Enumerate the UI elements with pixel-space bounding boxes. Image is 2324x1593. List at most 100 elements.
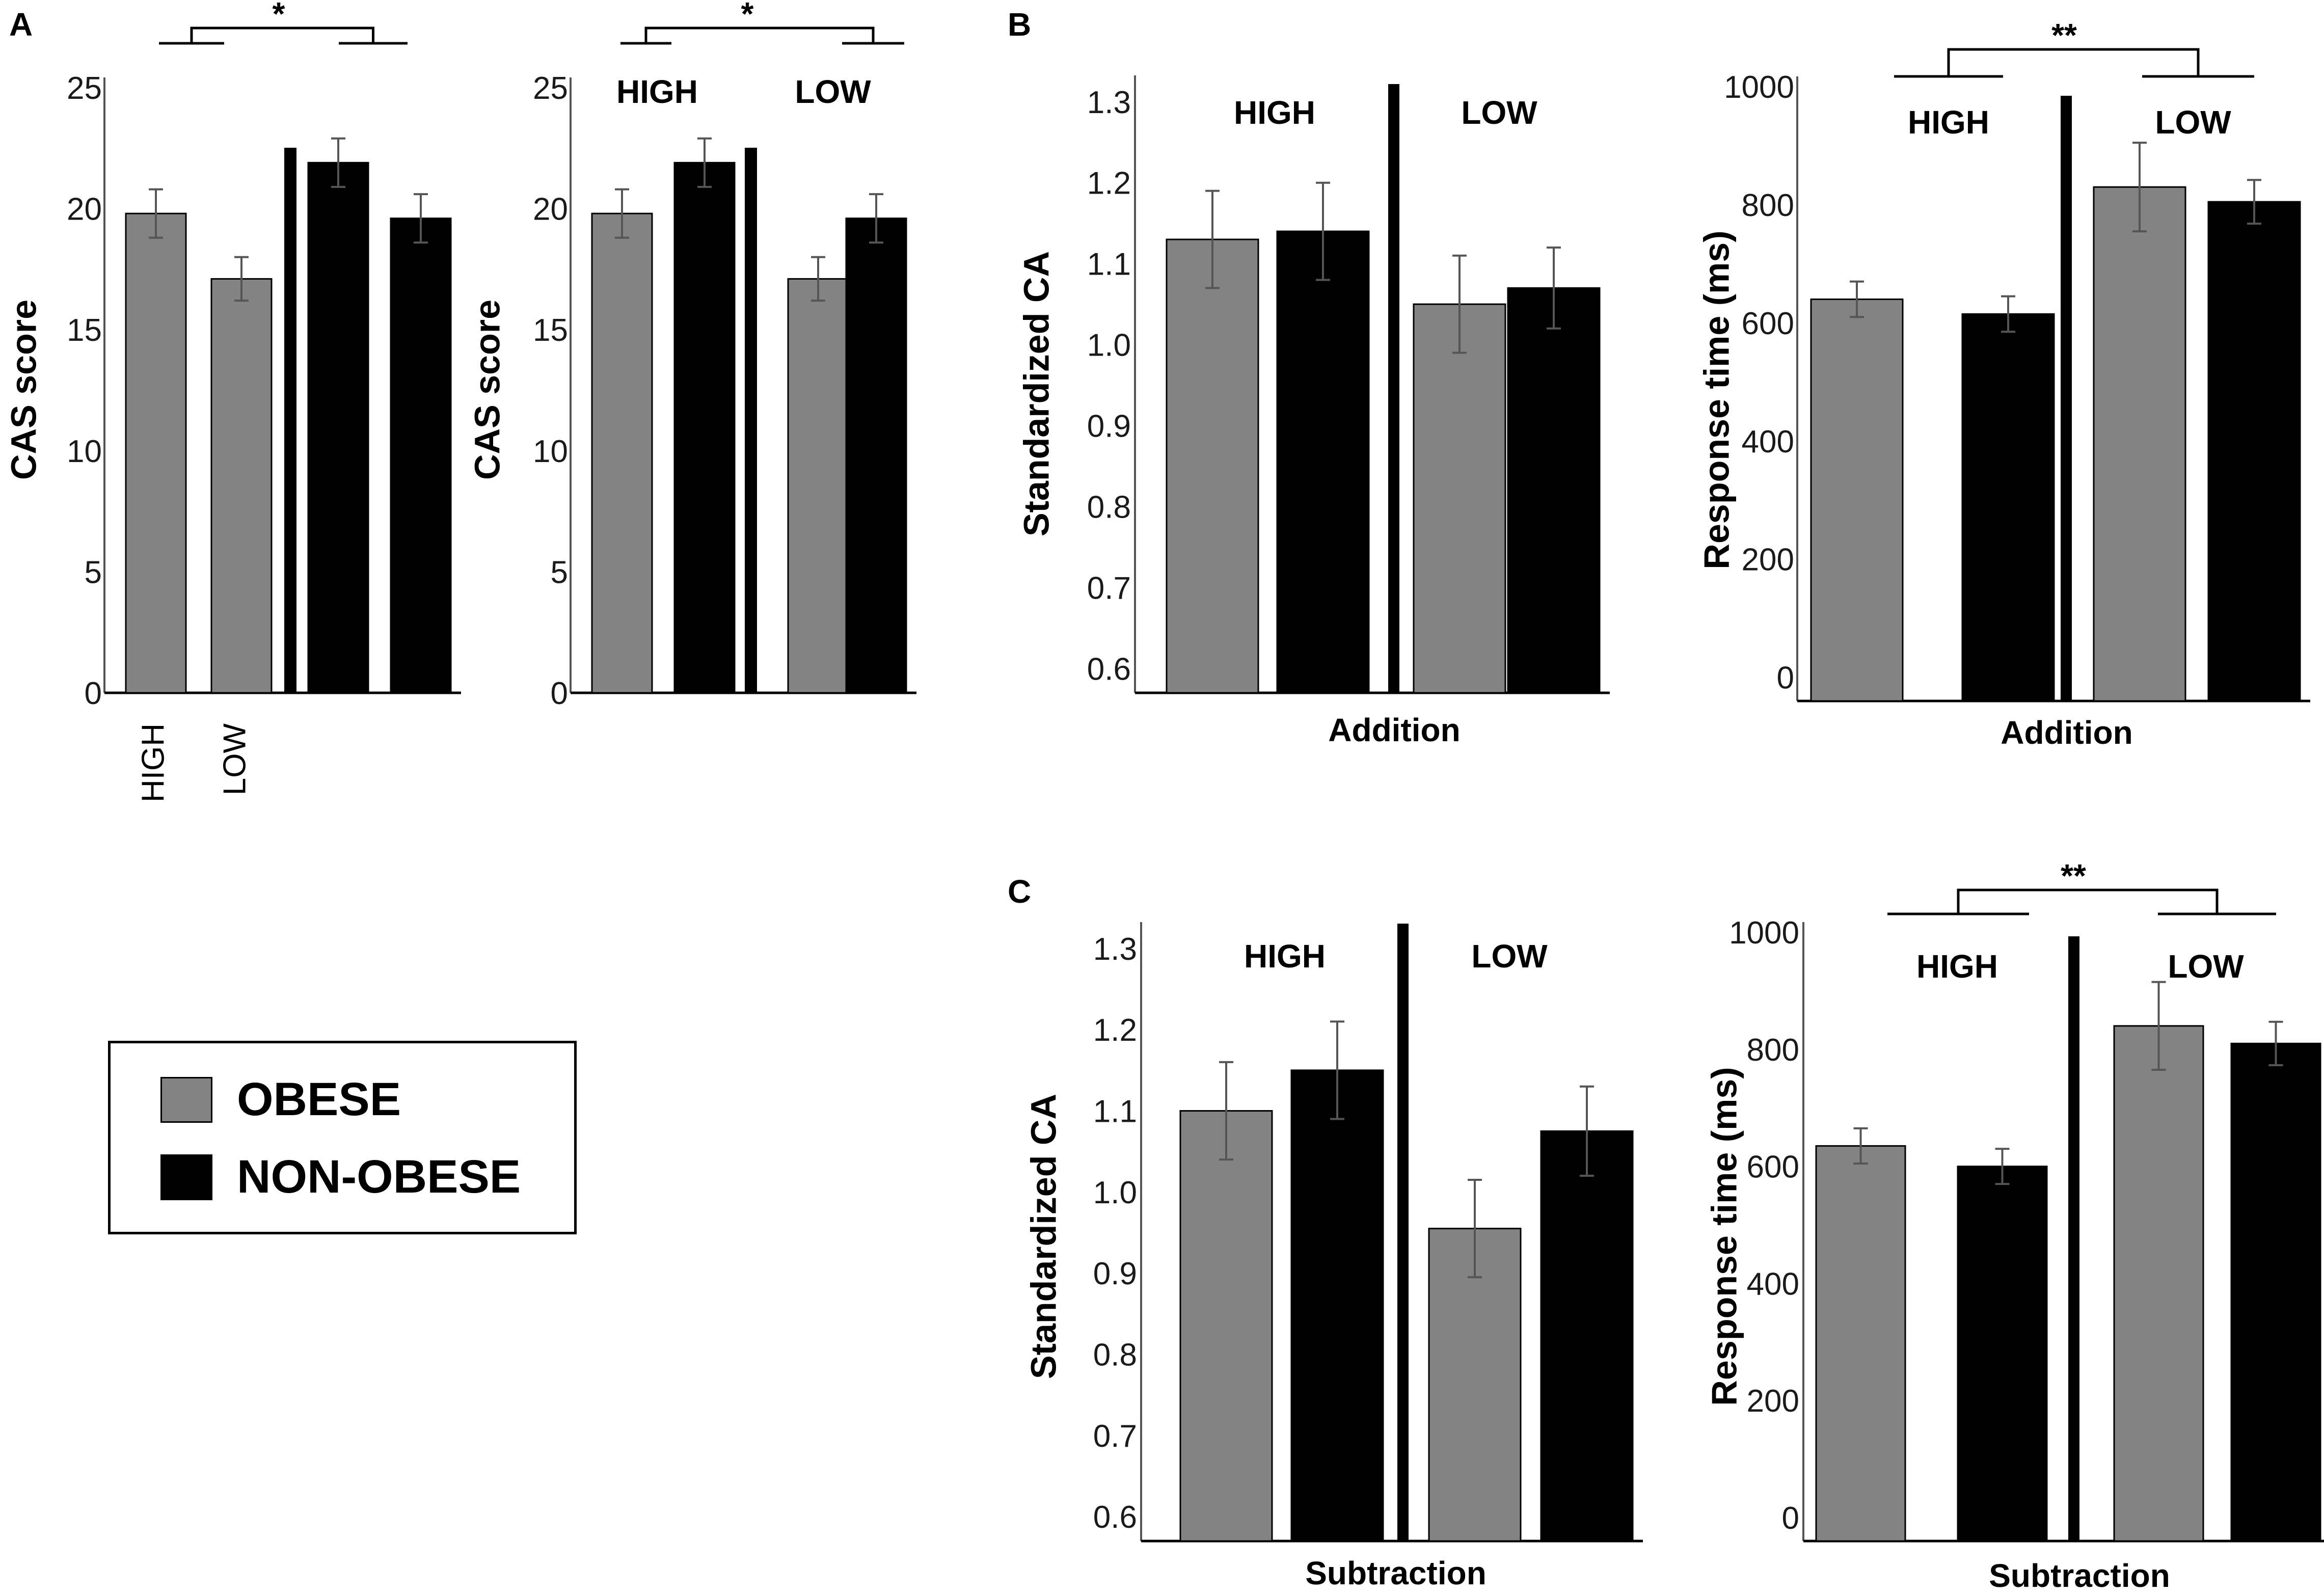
tick-label-c2: 0 <box>1782 1501 1799 1536</box>
group-separator-a2 <box>745 148 757 693</box>
x-axis-title-b1: Addition <box>1328 712 1460 748</box>
bar-b2 <box>1810 298 1904 702</box>
tick-label-b1: 1.3 <box>1087 85 1131 120</box>
legend-item-non-obese: NON-OBESE <box>160 1150 521 1204</box>
y-axis-title-b1: Standardized CA <box>1016 251 1056 536</box>
bar-c2 <box>1815 1145 1906 1542</box>
tick-label-c2: 1000 <box>1729 915 1799 951</box>
tick-label-c1: 0.6 <box>1093 1500 1137 1535</box>
tick-label-c2: 600 <box>1747 1150 1799 1185</box>
bar-a1 <box>390 218 452 694</box>
bar-c1 <box>1290 1069 1384 1542</box>
group-separator-b2 <box>2061 96 2072 701</box>
tick-label-b2: 400 <box>1742 424 1794 460</box>
y-axis-title-c1: Standardized CA <box>1023 1094 1063 1379</box>
tick-label-a2: 20 <box>533 192 568 227</box>
y-axis-title-c2: Response time (ms) <box>1704 1067 1744 1406</box>
group-label-b2: HIGH <box>1908 104 1989 141</box>
significance-bracket-c2 <box>1887 888 2276 915</box>
bar-a2 <box>787 278 849 694</box>
bar-c2 <box>2230 1042 2321 1542</box>
tick-label-b1: 0.8 <box>1087 490 1131 525</box>
x-axis-title-c2: Subtraction <box>1989 1557 2170 1593</box>
significance-marker-c2: ** <box>2061 857 2086 894</box>
x-axis-title-c1: Subtraction <box>1305 1555 1487 1591</box>
group-label-c1: LOW <box>1471 938 1548 975</box>
tick-label-a2: 10 <box>533 434 568 469</box>
bar-a2 <box>673 161 736 694</box>
group-separator-c1 <box>1397 924 1409 1541</box>
tick-label-a2: 5 <box>551 555 568 590</box>
tick-label-a1: 15 <box>67 313 102 348</box>
tick-label-b1: 0.6 <box>1087 652 1131 687</box>
significance-bracket-a1 <box>159 26 408 45</box>
bar-c1 <box>1540 1130 1634 1542</box>
category-label-a1: LOW <box>217 723 252 796</box>
legend-label-non-obese: NON-OBESE <box>237 1151 521 1203</box>
tick-label-c1: 0.9 <box>1093 1256 1137 1291</box>
bar-b1 <box>1166 238 1259 694</box>
tick-label-b1: 0.9 <box>1087 409 1131 444</box>
tick-label-b2: 1000 <box>1724 70 1794 105</box>
bar-a2 <box>845 218 907 694</box>
bar-b2 <box>2207 201 2301 702</box>
tick-label-a1: 20 <box>67 192 102 227</box>
y-axis-title-b2: Response time (ms) <box>1696 230 1736 569</box>
tick-label-c1: 0.7 <box>1093 1419 1137 1454</box>
tick-label-c1: 1.3 <box>1093 932 1137 967</box>
group-separator-a1 <box>284 148 296 693</box>
tick-label-b2: 600 <box>1742 306 1794 341</box>
bar-b1 <box>1507 287 1601 694</box>
significance-marker-b2: ** <box>2051 17 2077 53</box>
tick-label-c2: 800 <box>1747 1033 1799 1068</box>
legend-item-obese: OBESE <box>160 1073 401 1126</box>
tick-label-b1: 1.0 <box>1087 328 1131 363</box>
tick-label-a2: 25 <box>533 71 568 106</box>
bar-a1 <box>210 278 273 694</box>
panel-letter-a: A <box>9 6 33 43</box>
tick-label-a1: 10 <box>67 434 102 469</box>
x-axis-title-b2: Addition <box>2001 714 2132 751</box>
tick-label-b2: 200 <box>1742 543 1794 578</box>
group-label-a2: HIGH <box>616 73 698 110</box>
tick-label-c2: 400 <box>1747 1266 1799 1302</box>
legend-swatch-obese <box>160 1076 212 1123</box>
bar-a1 <box>307 161 369 694</box>
group-separator-c2 <box>2068 936 2079 1541</box>
y-axis-title-a2: CAS score <box>467 300 507 480</box>
tick-label-c1: 0.8 <box>1093 1338 1137 1373</box>
tick-label-b1: 1.1 <box>1087 247 1131 282</box>
tick-label-a1: 25 <box>67 71 102 106</box>
tick-label-c2: 200 <box>1747 1384 1799 1419</box>
tick-label-c1: 1.1 <box>1093 1094 1137 1129</box>
category-label-a1: HIGH <box>136 723 171 802</box>
bar-b1 <box>1413 303 1506 694</box>
panel-letter-c: C <box>1008 873 1031 910</box>
y-axis-title-a1: CAS score <box>4 300 43 480</box>
panel-letter-b: B <box>1008 6 1031 43</box>
bar-b1 <box>1276 230 1370 694</box>
tick-label-a1: 5 <box>85 555 102 590</box>
bar-c1 <box>1179 1110 1273 1542</box>
bar-a1 <box>125 212 187 694</box>
group-label-b1: LOW <box>1461 94 1537 131</box>
group-label-b2: LOW <box>2155 104 2231 141</box>
bar-a2 <box>591 212 653 694</box>
significance-bracket-b2 <box>1894 48 2254 78</box>
bar-b2 <box>1961 313 2055 702</box>
bar-c2 <box>1957 1166 2048 1542</box>
group-label-a2: LOW <box>795 73 871 110</box>
bar-b2 <box>2093 186 2186 702</box>
tick-label-a1: 0 <box>85 676 102 711</box>
legend-swatch-non-obese <box>160 1154 212 1200</box>
significance-marker-a1: * <box>273 0 285 32</box>
tick-label-b1: 0.7 <box>1087 571 1131 606</box>
tick-label-b2: 800 <box>1742 188 1794 223</box>
legend: OBESE NON-OBESE <box>108 1041 577 1234</box>
group-label-b1: HIGH <box>1234 94 1315 131</box>
tick-label-b2: 0 <box>1777 661 1794 696</box>
significance-marker-a2: * <box>741 0 754 32</box>
group-label-c1: HIGH <box>1244 938 1326 975</box>
significance-bracket-a2 <box>620 26 904 45</box>
